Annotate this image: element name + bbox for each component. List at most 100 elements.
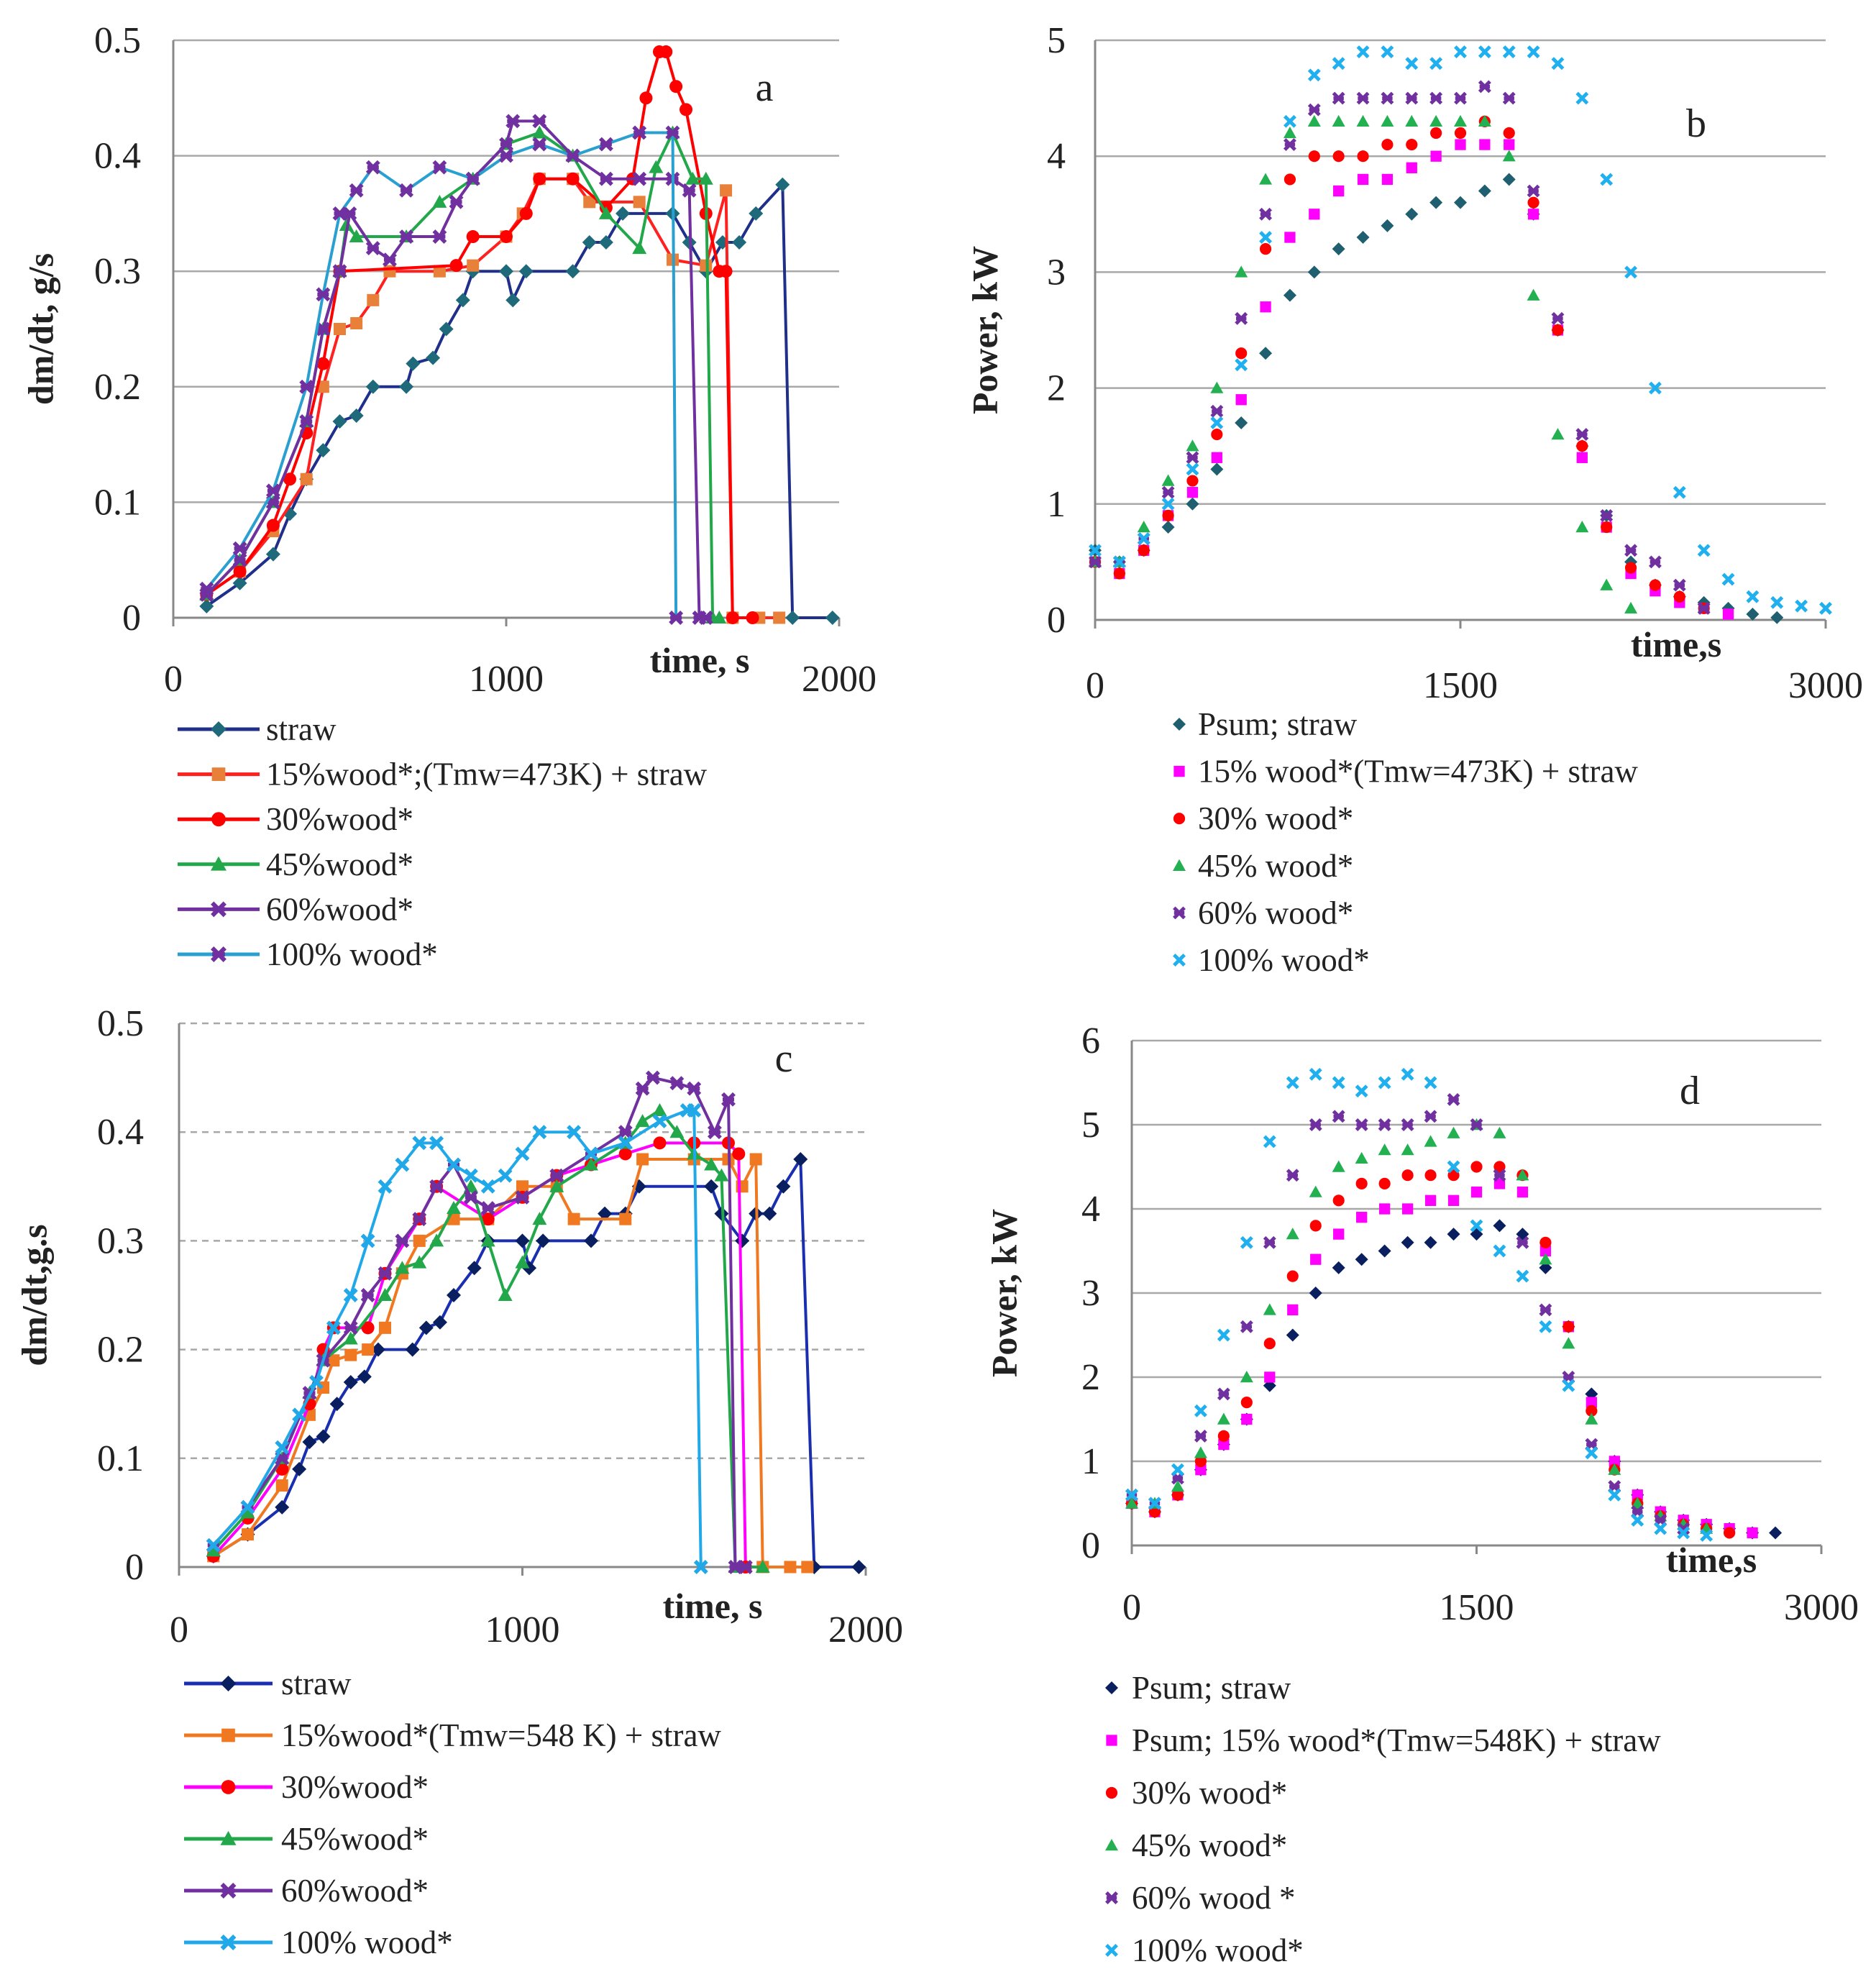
data-point [1648,555,1662,569]
data-point [598,1206,613,1221]
data-point [1527,196,1539,209]
legend-label: 45% wood* [1198,848,1353,884]
data-point [516,1180,529,1193]
y-axis-label: Power, kW [984,1209,1024,1377]
data-point [206,1543,221,1557]
data-point [1585,1412,1598,1425]
data-point [426,350,441,365]
data-point [1586,1404,1598,1417]
data-point [300,472,313,485]
data-point [1259,173,1273,185]
data-point [499,264,513,279]
legend-entry: 15%wood*(Tmw=548 K) + straw [184,1717,721,1753]
y-tick-label: 0.2 [97,1330,144,1371]
data-point [619,1212,632,1225]
data-point [1724,1527,1736,1539]
data-point [302,1435,317,1450]
data-point [773,611,786,624]
data-point [232,552,247,567]
data-point [1527,209,1539,220]
y-tick-label: 0.3 [97,1220,144,1261]
data-point [1355,1177,1368,1189]
panel-letter: a [756,65,774,110]
data-point [1310,1253,1322,1265]
y-tick-label: 4 [1081,1189,1100,1230]
data-point [326,1320,341,1335]
data-point [680,103,693,117]
data-point [532,1212,547,1225]
y-tick-label: 5 [1081,1105,1100,1146]
legend-label: 100% wood* [281,1924,453,1960]
data-point [1405,207,1419,221]
data-point [1089,555,1102,569]
data-point [1210,381,1224,393]
data-point [1424,1076,1437,1090]
data-point [1355,1151,1368,1164]
legend-label: Psum; straw [1198,706,1358,742]
data-point [480,1179,495,1194]
data-point [1332,150,1345,163]
data-point [439,321,454,337]
data-point [1381,138,1394,151]
legend-label: Psum; straw [1132,1670,1291,1706]
data-point [1470,1118,1483,1131]
data-point [584,1233,598,1248]
data-point [1211,452,1222,463]
legend-label: 45% wood* [1132,1827,1287,1863]
data-point [1381,45,1394,59]
data-point [332,206,347,221]
data-point [1263,1303,1276,1315]
data-point [1286,1328,1299,1342]
data-point [1673,485,1686,499]
data-point [1700,1529,1713,1542]
data-point [1210,416,1224,429]
data-point [1210,462,1224,476]
data-point [1186,451,1199,465]
legend-marker [211,812,226,827]
data-point [1355,1118,1368,1131]
legend-label: 45%wood* [266,846,413,882]
data-point [463,1189,478,1205]
data-point [533,172,546,186]
data-point [762,1206,777,1221]
data-point [776,1179,791,1194]
data-point [429,1136,444,1151]
data-point [350,316,363,329]
data-point [1333,185,1345,197]
data-point [532,137,547,152]
data-point [1585,1446,1598,1460]
data-point [652,1114,667,1129]
series-2 [1089,115,1710,614]
data-point [1112,555,1126,569]
data-point [693,1560,708,1574]
data-point [399,379,414,394]
series-5 [1089,45,1832,615]
legend-label: 60%wood* [281,1873,429,1909]
data-point [746,611,759,624]
data-point [480,1233,495,1247]
data-point [1356,1212,1368,1223]
legend-label: 15%wood*;(Tmw=473K) + straw [266,757,708,792]
data-point [1286,1228,1299,1240]
legend-marker [221,1780,236,1794]
y-tick-label: 1 [1047,484,1066,525]
data-point [1401,1235,1414,1249]
legend-label: straw [281,1666,352,1701]
data-point [343,1331,358,1345]
data-point [1624,265,1638,279]
data-point [429,1233,444,1247]
data-point [1478,184,1491,198]
data-point [383,265,396,278]
data-point [1333,1228,1345,1240]
legend-entry: 100% wood* [184,1924,453,1960]
data-point [432,194,447,208]
legend-label: Psum; 15% wood*(Tmw=548K) + straw [1132,1722,1661,1758]
data-point [1332,57,1345,70]
data-point [362,1343,375,1356]
data-point [1186,462,1199,476]
data-point [1405,91,1419,105]
data-point [1264,1371,1276,1383]
y-tick-label: 0 [125,1547,144,1588]
data-point [532,114,547,129]
data-point [1677,1526,1690,1540]
